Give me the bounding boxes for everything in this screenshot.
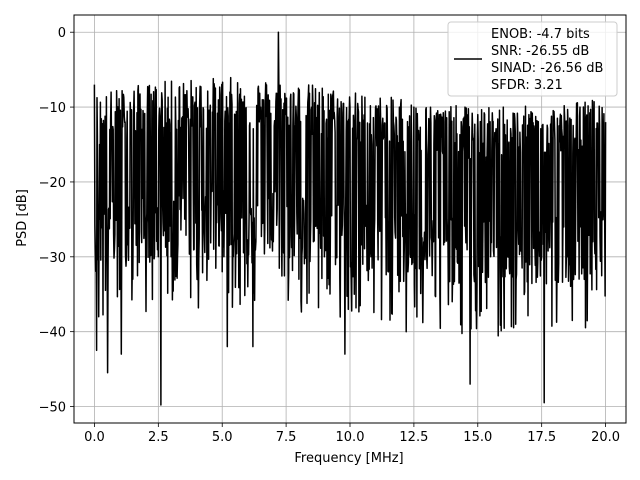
legend-box [447,21,618,97]
x-tick-label: 10.0 [336,430,365,445]
x-axis-label: Frequency [MHz] [294,451,403,466]
y-tick-label: −50 [39,401,66,416]
y-tick-label: −30 [39,251,66,266]
y-tick-label: −10 [39,101,66,116]
plot-area [93,31,607,406]
psd-series-line [93,31,607,406]
y-tick-label: 0 [58,26,66,41]
legend-sfdr: SFDR: 3.21 [491,78,563,93]
legend-enob: ENOB: -4.7 bits [491,27,590,42]
x-tick-label: 20.0 [591,430,620,445]
x-tick-label: 5.0 [212,430,233,445]
y-tick-label: −40 [39,326,66,341]
x-tick-label: 15.0 [463,430,492,445]
x-tick-label: 2.5 [148,430,169,445]
legend-sinad: SINAD: -26.56 dB [491,61,603,76]
y-axis-ticks: 0 −10 −20 −30 −40 −50 [39,26,74,416]
x-tick-label: 0.0 [84,430,105,445]
y-tick-label: −20 [39,176,66,191]
x-axis-ticks: 0.0 2.5 5.0 7.5 10.0 12.5 15.0 17.5 20.0 [84,423,620,445]
y-axis-label: PSD [dB] [15,189,30,247]
x-tick-label: 12.5 [399,430,428,445]
x-tick-label: 17.5 [527,430,556,445]
legend: ENOB: -4.7 bits SNR: -26.55 dB SINAD: -2… [447,21,618,97]
x-tick-label: 7.5 [276,430,297,445]
legend-snr: SNR: -26.55 dB [491,44,589,59]
